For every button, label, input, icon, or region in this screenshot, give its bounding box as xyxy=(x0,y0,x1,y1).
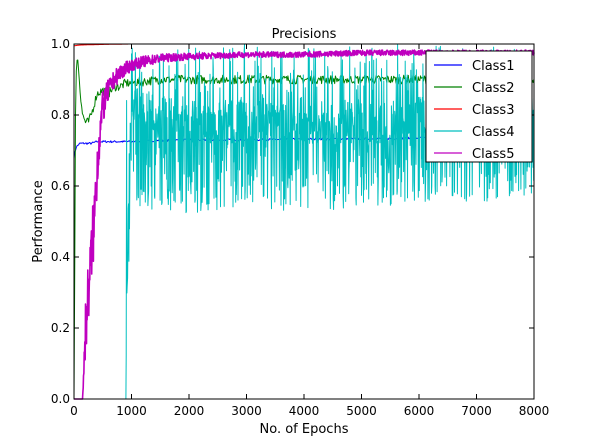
x-tick-label: 4000 xyxy=(289,404,320,418)
legend-label-class4: Class4 xyxy=(472,125,514,140)
series-line-class4 xyxy=(73,44,535,400)
y-tick-label: 0.6 xyxy=(51,179,70,193)
x-axis-title: No. of Epochs xyxy=(260,422,349,437)
x-tick-label: 6000 xyxy=(404,404,435,418)
x-tick-label: 8000 xyxy=(519,404,550,418)
y-tick-label: 0.8 xyxy=(51,108,70,122)
legend-label-class3: Class3 xyxy=(472,103,514,118)
y-tick-label: 1.0 xyxy=(51,37,70,51)
y-tick-label: 0.4 xyxy=(51,250,70,264)
axis-ticks: 0 1000 2000 3000 4000 5000 6000 7000 8000 0.0 0.2 0… xyxy=(51,37,549,418)
x-tick-label: 3000 xyxy=(231,404,262,418)
x-tick-label: 1000 xyxy=(116,404,147,418)
y-axis-title: Performance xyxy=(31,180,46,262)
x-tick-label: 5000 xyxy=(346,404,377,418)
legend-box xyxy=(425,50,533,163)
chart-title: Precisions xyxy=(272,27,337,42)
x-tick-label: 0 xyxy=(70,404,78,418)
x-tick-label: 2000 xyxy=(174,404,205,418)
legend: Class1 Class2 Class3 Class4 Class5 xyxy=(425,50,533,163)
x-tick-label: 7000 xyxy=(461,404,492,418)
legend-label-class5: Class5 xyxy=(472,147,514,162)
y-tick-label: 0.0 xyxy=(51,392,70,406)
legend-label-class1: Class1 xyxy=(472,59,514,74)
legend-label-class2: Class2 xyxy=(472,81,514,96)
y-tick-label: 0.2 xyxy=(51,321,70,335)
